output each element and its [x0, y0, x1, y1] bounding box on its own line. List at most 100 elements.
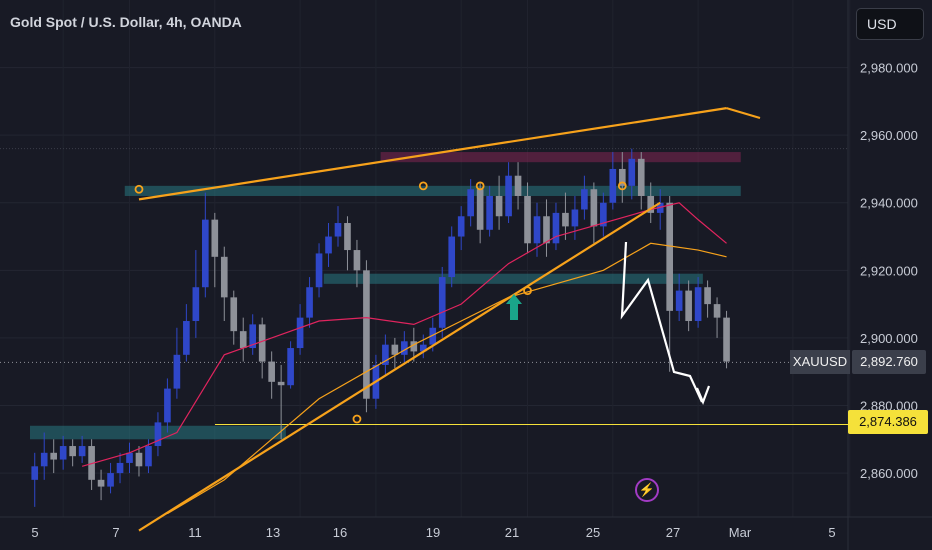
symbol-tag: XAUUSD: [790, 350, 850, 374]
candle-body: [59, 446, 67, 460]
candle-body: [609, 168, 617, 203]
y-tick-label: 2,940.000: [860, 196, 918, 211]
pivot-marker: [475, 181, 485, 191]
x-tick-label: 13: [266, 525, 280, 540]
zone: [323, 273, 703, 284]
trendline: [138, 201, 661, 532]
x-tick-label: 7: [112, 525, 119, 540]
x-tick-label: 16: [333, 525, 347, 540]
projection-arrowhead: [695, 385, 711, 405]
candle-body: [457, 216, 465, 237]
candle-body: [448, 236, 456, 278]
level-price-tag: 2,874.386: [848, 410, 928, 434]
candle-body: [571, 209, 579, 227]
candle-body: [410, 341, 418, 352]
ma-slow-line: [167, 242, 727, 515]
chart-title: Gold Spot / U.S. Dollar, 4h, OANDA: [10, 14, 242, 30]
pivot-marker: [134, 184, 144, 194]
candle-body: [505, 175, 512, 217]
x-tick-label: 5: [31, 525, 38, 540]
candle-body: [685, 290, 692, 322]
candle-body: [476, 189, 484, 230]
x-axis: 5 7 11 13 16 19 21 25 27 Mar 5: [31, 525, 835, 540]
candle-body: [31, 466, 39, 480]
candle-body: [419, 344, 427, 352]
y-tick-label: 2,880.000: [860, 398, 918, 413]
arrow-up-icon: [506, 294, 522, 320]
candle-body: [694, 287, 702, 322]
last-price-tag: 2,892.760: [852, 350, 926, 374]
pivot-marker: [617, 181, 627, 191]
x-tick-label: 27: [666, 525, 680, 540]
candle-body: [353, 250, 361, 271]
candle-body: [40, 452, 48, 467]
candle-body: [429, 327, 437, 345]
x-tick-label: 19: [426, 525, 440, 540]
candle-body: [315, 253, 323, 288]
x-tick-label: 5: [828, 525, 835, 540]
support-resistance-zones: [30, 152, 741, 440]
pivot-marker: [523, 286, 532, 296]
x-tick-label: 25: [586, 525, 600, 540]
projection-path: [620, 241, 703, 403]
candle-body: [154, 422, 162, 447]
currency-button[interactable]: USD: [856, 8, 924, 40]
candle-body: [363, 270, 370, 399]
candle-body: [637, 158, 645, 196]
candle-body: [590, 189, 598, 227]
candle-body: [401, 341, 408, 355]
candle-body: [69, 446, 76, 457]
candle-body: [552, 212, 560, 244]
y-tick-label: 2,980.000: [860, 61, 918, 76]
x-tick-label: 11: [188, 525, 202, 540]
candle-body: [202, 219, 209, 288]
candle-body: [495, 195, 503, 217]
candle-body: [258, 324, 266, 362]
candle-body: [220, 256, 228, 298]
pivot-marker: [418, 181, 428, 191]
candle-body: [438, 277, 446, 328]
candle-body: [562, 212, 569, 227]
candle-body: [647, 195, 655, 213]
candle-body: [78, 446, 86, 457]
y-tick-label: 2,860.000: [860, 466, 918, 481]
candle-body: [268, 361, 275, 382]
candle-body: [391, 344, 399, 355]
candle-body: [675, 290, 683, 311]
candle-body: [107, 473, 114, 487]
pivot-marker: [352, 414, 362, 424]
x-tick-label: Mar: [729, 525, 752, 540]
candle-body: [334, 223, 342, 237]
candle-body: [533, 216, 541, 244]
annotations: [134, 181, 711, 424]
candle-body: [173, 354, 181, 389]
candle-body: [287, 348, 294, 386]
moving-averages: [81, 202, 727, 515]
candle-body: [524, 195, 531, 244]
candle-body: [543, 216, 550, 244]
candle-body: [306, 287, 313, 318]
y-axis: 2,860.000 2,880.000 2,900.000 2,920.000 2,94…: [860, 61, 918, 481]
candle-body: [230, 297, 238, 332]
candle-body: [97, 479, 105, 487]
y-tick-label: 2,900.000: [860, 331, 918, 346]
candle-body: [126, 452, 133, 463]
lightning-icon[interactable]: ⚡: [635, 478, 659, 502]
candle-body: [514, 175, 522, 196]
candle-body: [628, 158, 636, 186]
candle-body: [164, 388, 171, 423]
candle-body: [50, 452, 58, 460]
candle-body: [344, 223, 351, 251]
candle-body: [704, 287, 711, 305]
candle-body: [600, 202, 607, 227]
candle-body: [666, 202, 673, 311]
candle-body: [249, 324, 257, 349]
trendline-extension: [726, 107, 761, 120]
trendline: [138, 107, 727, 201]
candle-body: [713, 304, 721, 318]
candle-body: [183, 321, 190, 355]
candle-body: [325, 236, 332, 254]
candle-body: [116, 462, 124, 474]
candle-body: [723, 317, 730, 362]
